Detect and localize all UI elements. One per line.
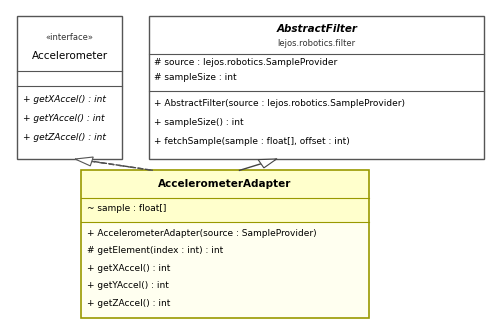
Text: AbstractFilter: AbstractFilter	[276, 24, 357, 34]
Bar	[81, 198, 369, 222]
Text: lejos.robotics.filter: lejos.robotics.filter	[277, 39, 356, 48]
Text: «interface»: «interface»	[46, 33, 94, 42]
Text: + getZAccel() : int: + getZAccel() : int	[87, 299, 170, 308]
Polygon shape	[258, 159, 276, 168]
Text: + sampleSize() : int: + sampleSize() : int	[154, 118, 244, 127]
Text: ~ sample : float[]: ~ sample : float[]	[87, 204, 166, 213]
Bar	[149, 16, 484, 159]
Text: + AccelerometerAdapter(source : SampleProvider): + AccelerometerAdapter(source : SamplePr…	[87, 229, 316, 238]
Text: + getXAccel() : int: + getXAccel() : int	[23, 95, 106, 104]
Text: # source : lejos.robotics.SampleProvider: # source : lejos.robotics.SampleProvider	[154, 58, 337, 68]
Text: + AbstractFilter(source : lejos.robotics.SampleProvider): + AbstractFilter(source : lejos.robotics…	[154, 99, 405, 108]
Text: # getElement(index : int) : int: # getElement(index : int) : int	[87, 247, 223, 256]
Text: + getXAccel() : int: + getXAccel() : int	[87, 264, 170, 273]
Text: AccelerometerAdapter: AccelerometerAdapter	[158, 179, 292, 189]
Bar	[17, 16, 122, 159]
Bar	[81, 222, 369, 318]
Text: + getYAccel() : int: + getYAccel() : int	[87, 281, 169, 290]
Text: + fetchSample(sample : float[], offset : int): + fetchSample(sample : float[], offset :…	[154, 136, 350, 146]
Text: # sampleSize : int: # sampleSize : int	[154, 73, 237, 82]
Text: + getZAccel() : int: + getZAccel() : int	[23, 133, 106, 142]
Bar	[81, 170, 369, 198]
Polygon shape	[75, 157, 93, 166]
Text: Accelerometer: Accelerometer	[32, 51, 108, 61]
Bar	[81, 170, 369, 318]
Text: + getYAccel() : int: + getYAccel() : int	[23, 114, 105, 123]
